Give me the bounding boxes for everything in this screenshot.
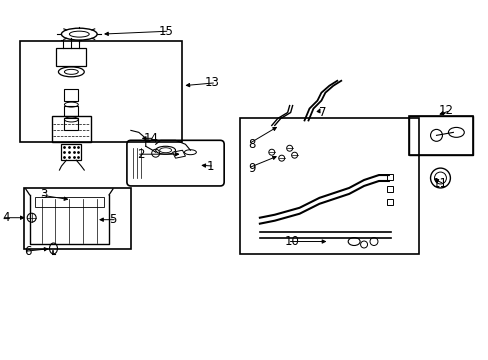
Polygon shape <box>172 150 185 158</box>
Bar <box>408 116 472 155</box>
Bar <box>56 48 86 66</box>
Bar <box>35 197 104 207</box>
Text: 6: 6 <box>24 245 31 258</box>
Text: 14: 14 <box>143 132 158 145</box>
Text: 15: 15 <box>158 24 173 38</box>
Text: 9: 9 <box>248 162 255 175</box>
Bar <box>386 186 392 192</box>
Bar <box>20 41 182 142</box>
Text: 12: 12 <box>438 104 453 117</box>
Text: 5: 5 <box>109 213 117 226</box>
Text: 8: 8 <box>248 138 255 151</box>
Bar <box>61 144 81 160</box>
Bar <box>386 174 392 180</box>
Bar <box>386 199 392 205</box>
Text: 13: 13 <box>204 76 219 89</box>
Bar <box>64 89 78 100</box>
Bar <box>24 188 131 249</box>
Bar <box>408 116 472 155</box>
Text: 2: 2 <box>137 148 144 161</box>
Bar <box>64 105 78 116</box>
Text: 4: 4 <box>2 211 10 224</box>
Text: 11: 11 <box>432 177 447 190</box>
Bar <box>64 118 78 130</box>
Text: 10: 10 <box>284 235 299 248</box>
Text: 3: 3 <box>40 188 47 201</box>
Text: 7: 7 <box>318 106 325 119</box>
Bar <box>51 117 91 142</box>
Text: 1: 1 <box>206 159 214 172</box>
Bar <box>240 118 418 255</box>
